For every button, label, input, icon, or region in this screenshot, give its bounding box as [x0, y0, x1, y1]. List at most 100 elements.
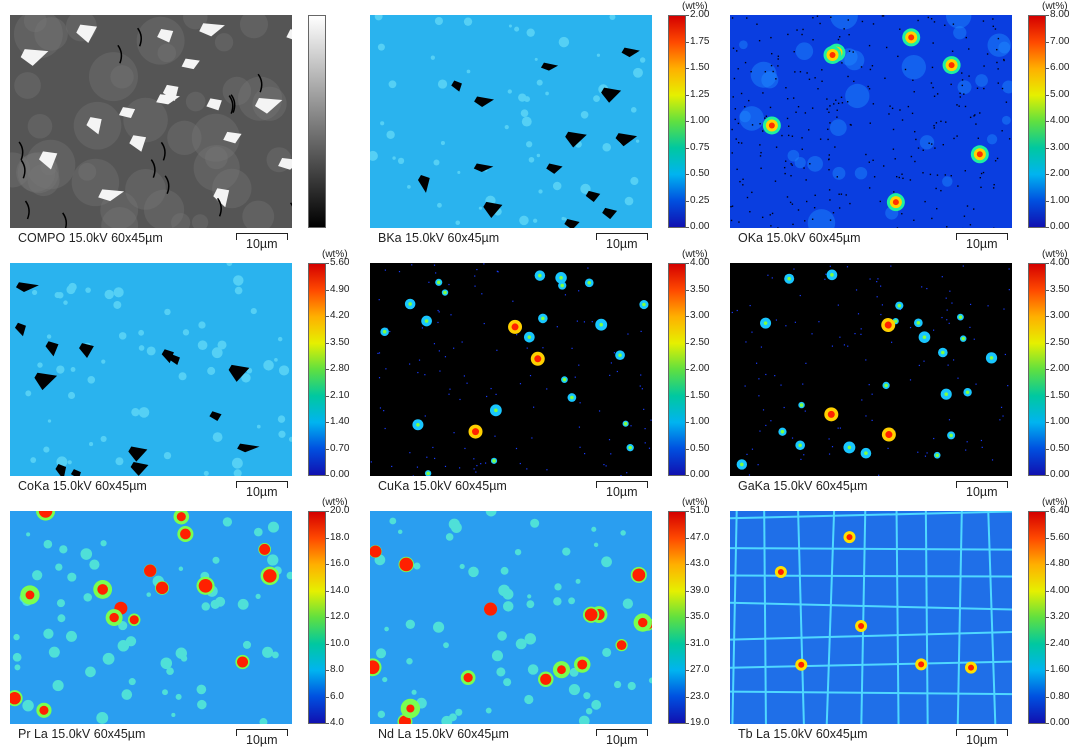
- colorbar-tick-label: 5.00: [1050, 90, 1069, 100]
- colorbar-tick: [686, 644, 689, 645]
- colorbar-tick: [1046, 263, 1049, 264]
- map-render: [370, 15, 652, 228]
- element-map-image: [370, 15, 652, 228]
- colorbar-tick: [1046, 42, 1049, 43]
- colorbar-tick-label: 4.80: [1050, 559, 1069, 569]
- colorbar-tick-label: 0.00: [1050, 718, 1069, 728]
- colorbar-tick: [326, 670, 329, 671]
- colorbar-tick: [326, 697, 329, 698]
- colorbar-tick: [326, 449, 329, 450]
- colorbar-tick: [1046, 697, 1049, 698]
- colorbar-tick: [686, 15, 689, 16]
- map-caption: BKa 15.0kV 60x45µm: [378, 231, 499, 245]
- colorbar-tick: [1046, 564, 1049, 565]
- colorbar-tick-label: 3.00: [1050, 143, 1069, 153]
- element-map-image: [370, 511, 652, 724]
- colorbar-tick-label: 2.50: [1050, 338, 1069, 348]
- colorbar-tick-label: 3.50: [1050, 285, 1069, 295]
- colorbar-tick-label: 47.0: [690, 533, 709, 543]
- colorbar-tick-label: 0.50: [690, 444, 709, 454]
- colorbar-tick-label: 3.20: [1050, 612, 1069, 622]
- colorbar-tick: [686, 449, 689, 450]
- map-render: [10, 15, 292, 228]
- colorbar-tick-label: 3.00: [690, 311, 709, 321]
- colorbar: [668, 511, 686, 724]
- colorbar-tick: [326, 263, 329, 264]
- colorbar-tick: [326, 617, 329, 618]
- colorbar-tick-label: 31.0: [690, 639, 709, 649]
- map-render: [370, 263, 652, 476]
- colorbar-tick-label: 2.00: [690, 10, 709, 20]
- colorbar-tick-label: 4.0: [330, 718, 344, 728]
- colorbar-tick-label: 1.60: [1050, 665, 1069, 675]
- colorbar-tick-label: 1.00: [1050, 196, 1069, 206]
- colorbar-tick-label: 0.00: [1050, 222, 1069, 232]
- colorbar-tick-label: 5.60: [330, 258, 349, 268]
- colorbar-tick-label: 14.0: [330, 586, 349, 596]
- colorbar-tick-label: 43.0: [690, 559, 709, 569]
- map-render: [730, 15, 1012, 228]
- colorbar-tick-label: 8.00: [1050, 10, 1069, 20]
- colorbar-tick: [686, 343, 689, 344]
- colorbar-tick-label: 2.40: [1050, 639, 1069, 649]
- colorbar-tick-label: 1.00: [690, 417, 709, 427]
- colorbar-tick: [686, 723, 689, 724]
- colorbar-tick: [326, 564, 329, 565]
- colorbar-tick-label: 20.0: [330, 506, 349, 516]
- colorbar: [1028, 15, 1046, 228]
- colorbar-tick: [1046, 95, 1049, 96]
- colorbar-tick-label: 0.80: [1050, 692, 1069, 702]
- colorbar-tick: [326, 511, 329, 512]
- colorbar-tick: [1046, 449, 1049, 450]
- colorbar-tick-label: 10.0: [330, 639, 349, 649]
- colorbar-tick-label: 1.75: [690, 37, 709, 47]
- colorbar-tick: [1046, 227, 1049, 228]
- colorbar-tick: [686, 263, 689, 264]
- colorbar-tick-label: 0.00: [330, 470, 349, 480]
- colorbar-tick-label: 4.20: [330, 311, 349, 321]
- map-caption: OKa 15.0kV 60x45µm: [738, 231, 861, 245]
- map-caption: CuKa 15.0kV 60x45µm: [378, 479, 507, 493]
- colorbar-tick-label: 1.50: [1050, 391, 1069, 401]
- colorbar-tick-label: 1.00: [1050, 417, 1069, 427]
- colorbar-tick: [326, 290, 329, 291]
- colorbar-tick: [326, 591, 329, 592]
- colorbar-tick: [686, 290, 689, 291]
- colorbar-tick: [686, 617, 689, 618]
- colorbar: [308, 15, 326, 228]
- colorbar-tick: [1046, 316, 1049, 317]
- map-render: [10, 263, 292, 476]
- colorbar-tick-label: 0.50: [1050, 444, 1069, 454]
- colorbar-tick: [1046, 343, 1049, 344]
- colorbar-tick: [1046, 290, 1049, 291]
- colorbar-tick-label: 2.00: [690, 364, 709, 374]
- scale-bar-label: 10µm: [966, 733, 998, 747]
- colorbar-tick: [326, 316, 329, 317]
- colorbar-tick-label: 18.0: [330, 533, 349, 543]
- colorbar-tick-label: 4.00: [690, 258, 709, 268]
- colorbar-tick: [1046, 15, 1049, 16]
- colorbar-tick-label: 6.0: [330, 692, 344, 702]
- colorbar-tick: [686, 174, 689, 175]
- colorbar-tick: [686, 697, 689, 698]
- colorbar-tick-label: 0.70: [330, 444, 349, 454]
- colorbar-tick: [326, 644, 329, 645]
- colorbar-tick: [686, 475, 689, 476]
- map-caption: Pr La 15.0kV 60x45µm: [18, 727, 145, 741]
- colorbar-tick: [1046, 422, 1049, 423]
- colorbar-tick: [1046, 591, 1049, 592]
- colorbar-tick: [686, 148, 689, 149]
- colorbar-tick: [686, 201, 689, 202]
- colorbar-tick-label: 39.0: [690, 586, 709, 596]
- colorbar: [1028, 511, 1046, 724]
- colorbar-tick-label: 3.50: [690, 285, 709, 295]
- colorbar-tick-label: 0.00: [690, 222, 709, 232]
- colorbar-tick: [326, 422, 329, 423]
- colorbar-tick-label: 6.00: [1050, 63, 1069, 73]
